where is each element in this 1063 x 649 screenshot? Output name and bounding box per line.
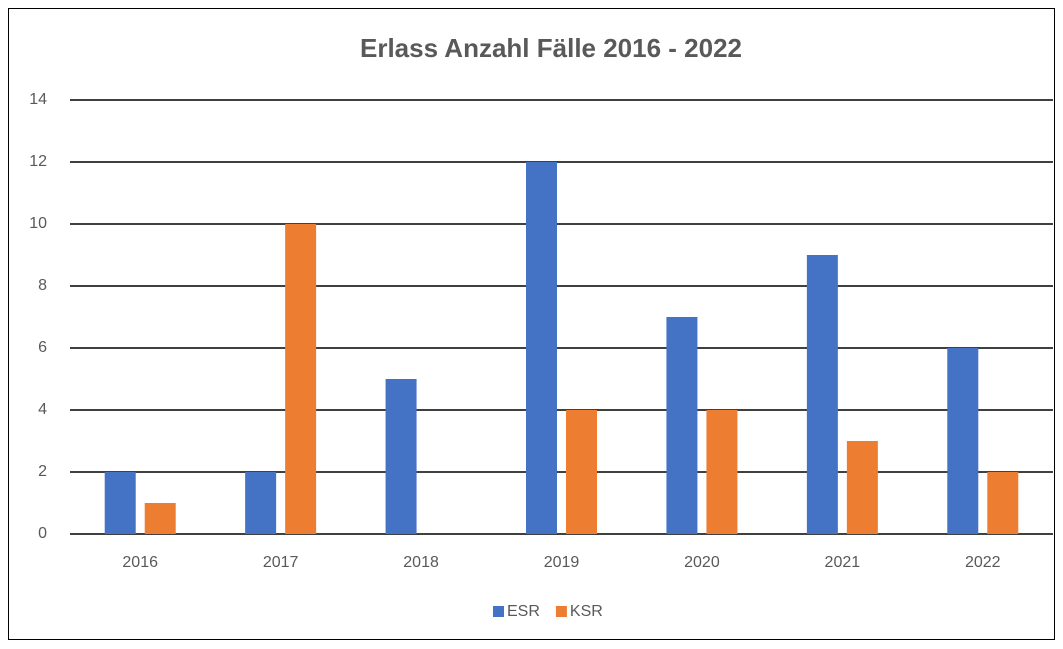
x-tick-label: 2020 (684, 554, 720, 571)
bar (566, 410, 597, 534)
bar (666, 317, 698, 534)
y-tick-label: 12 (29, 153, 47, 170)
bar (806, 255, 838, 534)
bar (846, 441, 878, 534)
y-tick-label: 8 (38, 277, 47, 294)
bar (706, 410, 738, 534)
x-tick-label: 2019 (544, 554, 580, 571)
x-tick-label: 2018 (403, 554, 439, 571)
bar (104, 472, 136, 534)
bar (526, 162, 557, 534)
x-tick-label: 2021 (825, 554, 861, 571)
chart-title: Erlass Anzahl Fälle 2016 - 2022 (360, 33, 742, 63)
y-tick-label: 6 (38, 339, 47, 356)
bar (987, 472, 1019, 534)
x-tick-label: 2017 (263, 554, 299, 571)
x-tick-label: 2022 (965, 554, 1001, 571)
bar (144, 503, 176, 534)
legend-swatch (493, 606, 504, 617)
y-tick-label: 0 (38, 525, 47, 542)
x-tick-label: 2016 (122, 554, 158, 571)
y-tick-label: 10 (29, 215, 47, 232)
legend-label: KSR (570, 603, 603, 620)
legend-label: ESR (507, 603, 540, 620)
legend-swatch (555, 606, 567, 617)
y-tick-label: 14 (29, 91, 47, 108)
bar (947, 348, 979, 534)
bar (245, 472, 277, 534)
bar (285, 224, 317, 534)
bar (385, 379, 417, 534)
y-tick-label: 4 (38, 401, 47, 418)
y-tick-label: 2 (38, 463, 47, 480)
